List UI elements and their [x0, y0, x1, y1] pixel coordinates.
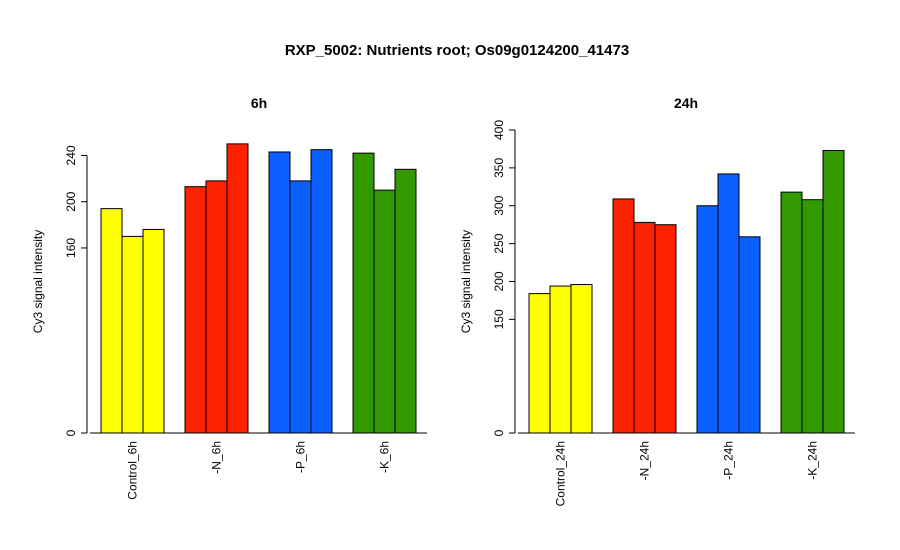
x-category-label: -P_24h [722, 441, 736, 480]
bar-p6h-1 [268, 151, 291, 434]
chart-panel-24h: 24h 0 150 200 250 300 350 400 Cy3 signal intensi… [459, 95, 855, 506]
y-axis-label: Cy3 signal intensity [31, 230, 45, 333]
x-category-label: -P_6h [294, 441, 308, 473]
bar-k24h-3 [822, 149, 845, 434]
chart-title: RXP_5002: Nutrients root; Os09g0124200_4… [285, 42, 629, 59]
y-tick-label: 200 [64, 191, 78, 211]
bar-control24h-3 [570, 284, 593, 434]
x-category-label: -K_6h [378, 441, 392, 473]
y-tick-label: 240 [64, 145, 78, 165]
bar-k24h-1 [780, 191, 803, 434]
panel-title: 6h [251, 95, 267, 111]
bar-k6h-3 [394, 168, 417, 434]
bar-p6h-2 [289, 180, 312, 434]
y-tick-label: 300 [492, 195, 506, 215]
bar-p24h-2 [717, 173, 740, 434]
y-axis-label: Cy3 signal intensity [459, 230, 473, 333]
bar-p6h-3 [310, 149, 333, 434]
x-category-label: -N_24h [638, 441, 652, 480]
y-tick-label: 350 [492, 158, 506, 178]
x-category-label: Control_24h [554, 441, 568, 506]
bar-n6h-3 [226, 143, 249, 434]
x-category-label: -K_24h [806, 441, 820, 480]
bar-k6h-1 [352, 152, 375, 434]
bar-n6h-2 [205, 180, 228, 434]
y-tick-label: 160 [64, 238, 78, 258]
panel-title: 24h [674, 95, 698, 111]
bar-k24h-2 [801, 199, 824, 434]
x-category-label: -N_6h [210, 441, 224, 474]
bar-n24h-2 [633, 221, 656, 434]
bar-k6h-2 [373, 189, 396, 434]
bar-control6h-2 [121, 235, 144, 434]
y-tick-label: 0 [492, 429, 506, 436]
y-tick-label: 250 [492, 233, 506, 253]
bar-control6h-3 [142, 228, 165, 434]
bar-p24h-3 [738, 236, 761, 434]
chart-panel-6h: 6h 0 160 200 240 Cy3 signal intensity Control_… [31, 95, 427, 500]
bar-control6h-1 [100, 208, 123, 434]
bar-p24h-1 [696, 205, 719, 434]
y-tick-label: 200 [492, 271, 506, 291]
y-tick-label: 400 [492, 120, 506, 140]
bar-n6h-1 [184, 186, 207, 434]
bar-n24h-1 [612, 198, 635, 434]
x-category-label: Control_6h [126, 441, 140, 500]
y-tick-label: 150 [492, 309, 506, 329]
bar-control24h-2 [549, 285, 572, 434]
bar-control24h-1 [528, 293, 551, 434]
y-tick-label: 0 [64, 429, 78, 436]
bar-n24h-3 [654, 224, 677, 434]
